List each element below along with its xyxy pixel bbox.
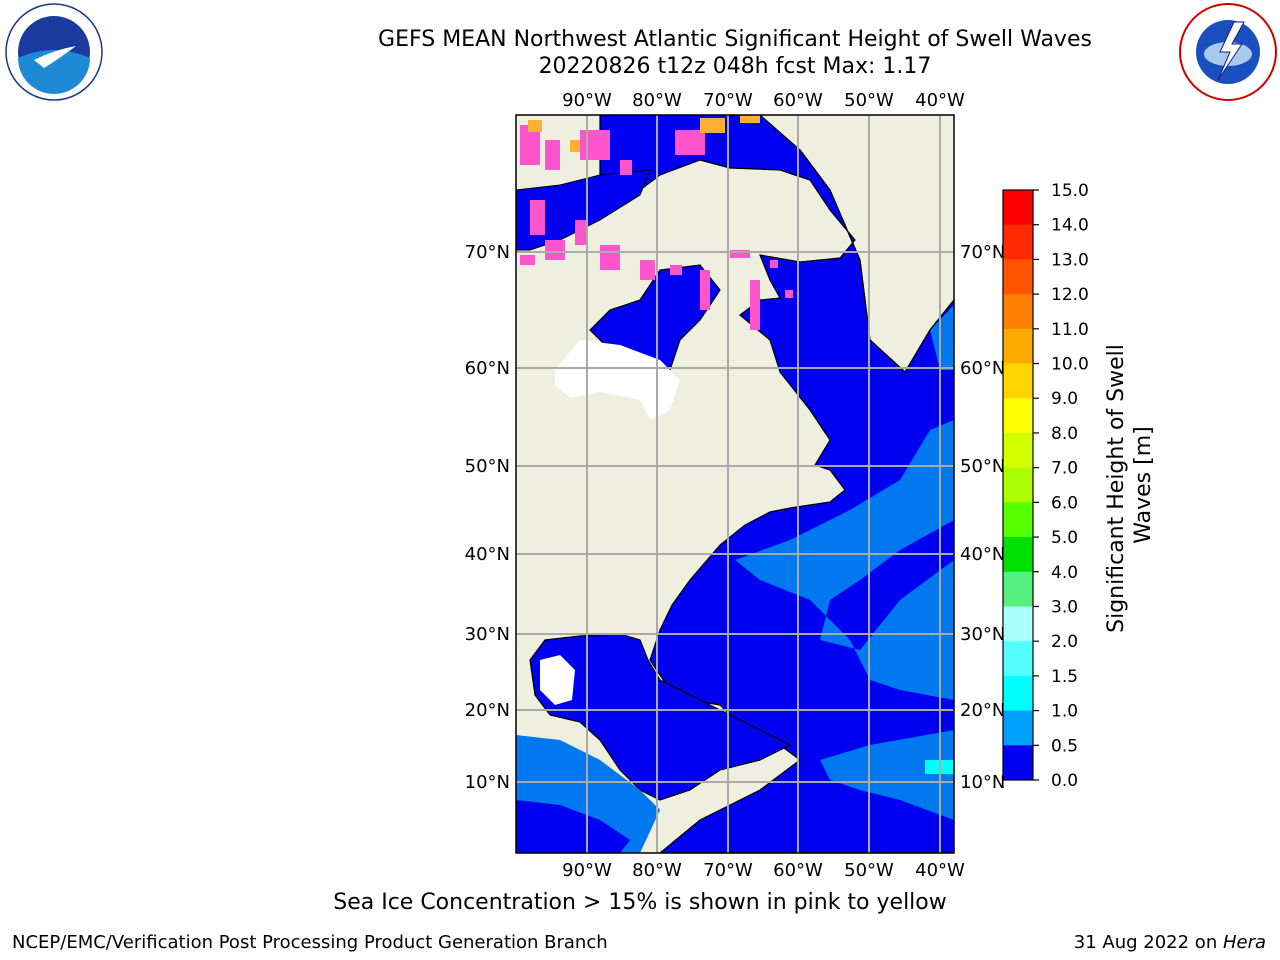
lat-tick-label: 40°N [960,544,1005,565]
colorbar-level-label: 15.0 [1051,181,1089,201]
lat-tick-label: 30°N [960,624,1005,645]
lat-tick-label: 60°N [960,358,1005,379]
map-frame [515,114,955,854]
colorbar-level-label: 3.0 [1051,597,1078,617]
lon-ticks-top: 90°W 80°W 70°W 60°W 50°W 40°W [562,90,965,111]
footer-date: 31 Aug 2022 on Hera [1074,932,1266,953]
lon-tick-label: 60°W [773,860,823,881]
colorbar-level-label: 9.0 [1051,389,1078,409]
lat-tick-label: 70°N [960,242,1005,263]
lat-ticks-right: 70°N 60°N 50°N 40°N 30°N 20°N 10°N [960,242,1005,793]
colorbar-swatch [1003,432,1033,469]
colorbar-level-label: 0.0 [1051,771,1078,791]
colorbar-level-label: 0.5 [1051,736,1078,756]
lat-tick-label: 50°N [960,456,1005,477]
lat-tick-label: 10°N [960,772,1005,793]
map-gridlines [516,115,954,853]
colorbar-swatch [1003,571,1033,607]
lon-tick-label: 40°W [915,90,965,111]
lon-tick-label: 50°W [844,860,894,881]
colorbar-swatch [1003,398,1033,434]
sea-ice [520,115,793,330]
lat-tick-label: 40°N [465,544,510,565]
colorbar-swatch [1003,537,1033,573]
arctic-channels [516,169,651,251]
lat-ticks-left: 70°N 60°N 50°N 40°N 30°N 20°N 10°N [465,242,510,793]
lat-tick-label: 10°N [465,772,510,793]
ocean-mid-swell-north [930,305,954,370]
map-panel [516,115,954,853]
colorbar: 15.0 14.0 13.0 12.0 11.0 10.0 9.0 8.0 7.0 6.0 5.0 4… [1002,181,1089,791]
lat-tick-label: 20°N [960,700,1005,721]
colorbar-swatch [1003,328,1033,365]
chart-subtitle: 20220826 t12z 048h fcst Max: 1.17 [538,54,932,79]
colorbar-level-label: 10.0 [1051,355,1089,375]
colorbar-swatch [1003,502,1033,538]
colorbar-swatch [1003,745,1033,781]
colorbar-level-label: 1.5 [1051,667,1078,687]
colorbar-level-label: 5.0 [1051,528,1078,548]
colorbar-frame [1002,189,1034,781]
footer-credit: NCEP/EMC/Verification Post Processing Pr… [12,932,608,953]
lon-tick-label: 50°W [844,90,894,111]
lon-tick-label: 40°W [915,860,965,881]
colorbar-level-label: 6.0 [1051,493,1078,513]
no-data-region-gulf [540,655,575,705]
lat-tick-label: 70°N [465,242,510,263]
colorbar-level-label: 2.0 [1051,632,1078,652]
lat-tick-label: 50°N [465,456,510,477]
ocean-mid-swell [735,420,954,700]
colorbar-level-label: 4.0 [1051,563,1078,583]
colorbar-title-line2: Waves [m] [1131,426,1156,543]
colorbar-swatch [1003,294,1033,330]
colorbar-swatch [1003,259,1033,295]
colorbar-level-label: 8.0 [1051,424,1078,444]
colorbar-swatch [1003,710,1033,746]
colorbar-swatch [1003,675,1033,712]
lon-tick-label: 70°W [703,90,753,111]
lat-tick-label: 20°N [465,700,510,721]
footer-host: Hera [1222,932,1266,953]
lon-tick-label: 60°W [773,90,823,111]
colorbar-title: Significant Height of Swell Waves [m] [1104,337,1156,633]
colorbar-swatch [1003,641,1033,677]
lon-tick-label: 90°W [562,90,612,111]
lon-tick-label: 80°W [632,860,682,881]
pacific-low-swell [516,800,630,853]
lon-tick-label: 80°W [632,90,682,111]
chart-title: GEFS MEAN Northwest Atlantic Significant… [378,27,1092,52]
colorbar-level-label: 13.0 [1051,250,1089,270]
colorbar-swatch [1003,363,1033,399]
colorbar-level-label: 7.0 [1051,459,1078,479]
colorbar-title-line1: Significant Height of Swell [1104,344,1129,633]
sea-ice-note: Sea Ice Concentration > 15% is shown in … [333,890,947,915]
colorbar-swatch [1003,190,1033,226]
colorbar-level-label: 14.0 [1051,216,1089,236]
colorbar-swatch [1003,224,1033,260]
colorbar-level-label: 12.0 [1051,285,1089,305]
ocean-mid-swell-south [820,730,954,820]
lon-tick-label: 90°W [562,860,612,881]
noaa-logo [5,3,103,101]
colorbar-swatch [1003,467,1033,503]
colorbar-swatch [1003,606,1033,642]
lon-tick-label: 70°W [703,860,753,881]
colorbar-level-label: 11.0 [1051,320,1089,340]
colorbar-level-label: 1.0 [1051,702,1078,722]
lat-tick-label: 60°N [465,358,510,379]
lon-ticks-bottom: 90°W 80°W 70°W 60°W 50°W 40°W [562,860,965,881]
footer-date-text: 31 Aug 2022 on [1073,932,1223,953]
nws-logo [1179,3,1277,101]
lat-tick-label: 30°N [465,624,510,645]
